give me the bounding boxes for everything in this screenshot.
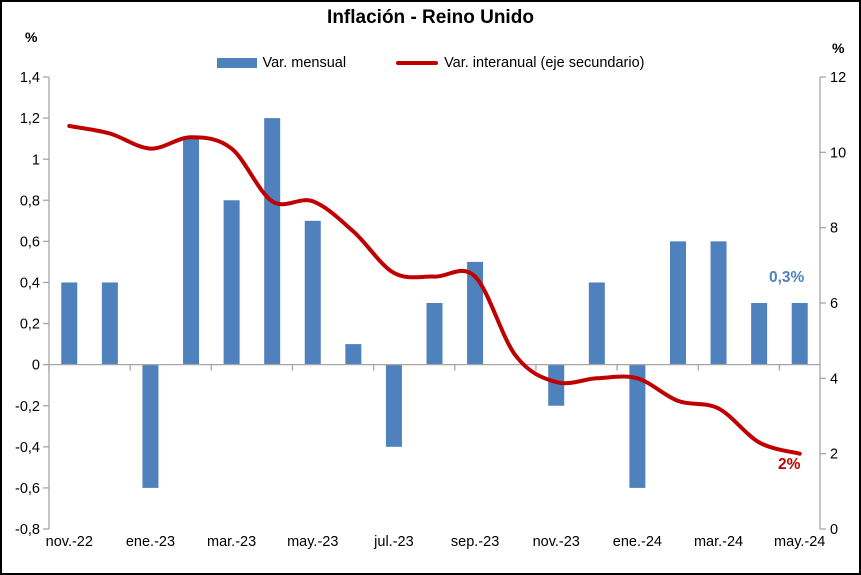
bar-jun.-23 <box>345 344 362 365</box>
bar-abr.-23 <box>264 118 281 365</box>
bar-sep.-23 <box>467 261 484 365</box>
x-axis-tick-label: ene.-23 <box>126 534 175 550</box>
bar-dic.-22 <box>101 282 118 365</box>
left-axis-tick-label: 0,6 <box>20 234 40 250</box>
right-axis-tick-label: 8 <box>830 221 838 237</box>
x-axis-tick-label: nov.-23 <box>533 534 580 550</box>
bar-ago.-23 <box>426 303 443 365</box>
x-axis-tick-label: ene.-24 <box>613 534 662 550</box>
bar-feb.-23 <box>183 138 200 365</box>
chart-legend: Var. mensual Var. interanual (eje secund… <box>2 55 859 71</box>
bar-nov.-23 <box>548 364 565 406</box>
right-axis-tick-label: 0 <box>830 522 838 538</box>
left-axis-tick-label: 0,4 <box>20 276 40 292</box>
x-axis-tick-label: mar.-24 <box>694 534 743 550</box>
right-axis-tick-label: 6 <box>830 296 838 312</box>
legend-label-mensual: Var. mensual <box>262 55 347 71</box>
left-axis-tick-label: -0,6 <box>15 481 40 497</box>
left-axis-tick-label: 0,8 <box>20 193 40 209</box>
x-axis-tick-label: sep.-23 <box>451 534 499 550</box>
left-axis-unit: % <box>25 29 38 45</box>
bar-ene.-23 <box>142 364 159 488</box>
bar-abr.-24 <box>751 303 768 365</box>
right-axis-tick-label: 4 <box>830 371 838 387</box>
legend-label-interanual: Var. interanual (eje secundario) <box>444 55 645 71</box>
right-axis-tick-label: 10 <box>830 145 846 161</box>
left-axis-tick-label: 0,2 <box>20 317 40 333</box>
legend-line-swatch-icon <box>396 61 439 65</box>
last-bar-value-label: 0,3% <box>769 269 805 286</box>
left-axis-tick-label: 1,4 <box>20 70 40 86</box>
x-axis-tick-label: may.-23 <box>287 534 338 550</box>
right-axis-unit: % <box>832 40 845 56</box>
bar-may.-23 <box>304 220 321 365</box>
legend-item-mensual: Var. mensual <box>216 55 347 71</box>
bar-ene.-24 <box>629 364 646 488</box>
page-title: Inflación - Reino Unido <box>327 7 534 28</box>
legend-bar-swatch-icon <box>216 58 257 68</box>
left-axis-tick-label: -0,4 <box>15 440 40 456</box>
right-axis-tick-label: 2 <box>830 447 838 463</box>
bar-dic.-23 <box>588 282 605 365</box>
left-axis-tick-label: -0,8 <box>15 522 40 538</box>
left-axis-tick-label: 0 <box>32 358 40 374</box>
x-axis-tick-label: may.-24 <box>774 534 825 550</box>
left-axis-tick-label: -0,2 <box>15 399 40 415</box>
x-axis-tick-label: mar.-23 <box>207 534 256 550</box>
x-axis-tick-label: jul.-23 <box>373 534 414 550</box>
bar-jul.-23 <box>385 364 402 447</box>
x-axis-tick-label: nov.-22 <box>46 534 93 550</box>
legend-item-interanual: Var. interanual (eje secundario) <box>396 55 645 71</box>
bar-mar.-23 <box>223 200 240 365</box>
bar-mar.-24 <box>710 241 727 365</box>
line-series-interanual <box>67 124 802 456</box>
bar-feb.-24 <box>669 241 686 365</box>
left-axis-tick-label: 1,2 <box>20 111 40 127</box>
right-axis-tick-label: 12 <box>830 70 846 86</box>
bar-nov.-22 <box>61 282 78 365</box>
left-axis-tick-label: 1 <box>32 152 40 168</box>
last-line-value-label: 2% <box>778 456 801 473</box>
bar-may.-24 <box>791 303 808 365</box>
